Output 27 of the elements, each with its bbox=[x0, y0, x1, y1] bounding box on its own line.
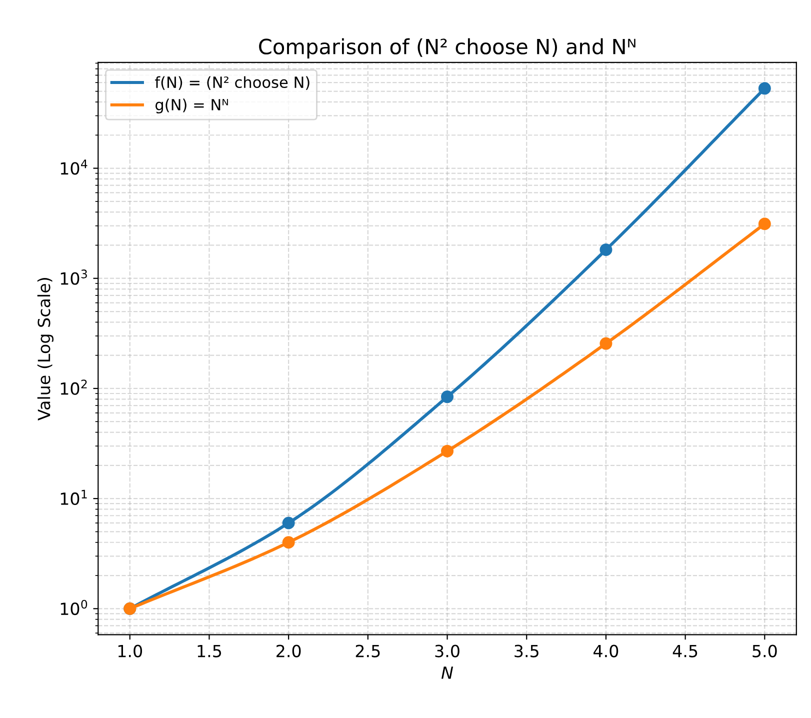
legend-label: f(N) = (N² choose N) bbox=[155, 76, 310, 90]
point bbox=[282, 536, 295, 549]
x-tick-label: 1.0 bbox=[118, 644, 142, 658]
chart-title: Comparison of (N² choose N) and Nᴺ bbox=[259, 38, 636, 58]
y-axis-title: Value (Log Scale) bbox=[37, 278, 54, 420]
y-tick-label: 10$^{0}$ bbox=[60, 600, 88, 616]
x-tick-label: 3.0 bbox=[435, 644, 460, 658]
point bbox=[600, 243, 612, 256]
point bbox=[282, 516, 295, 530]
point bbox=[758, 218, 771, 230]
y-tick-label: 10$^{3}$ bbox=[60, 270, 87, 285]
x-tick-label: 2.5 bbox=[356, 644, 380, 658]
x-tick-label: 5.0 bbox=[752, 644, 777, 658]
x-tick-label: 4.0 bbox=[594, 644, 618, 658]
x-axis-title: N bbox=[441, 666, 454, 679]
x-tick-label: 4.5 bbox=[672, 644, 698, 658]
legend-label: g(N) = Nᴺ bbox=[156, 98, 228, 114]
point bbox=[600, 337, 612, 350]
point bbox=[758, 82, 771, 95]
y-tick-label: 10$^{4}$ bbox=[60, 160, 88, 175]
x-tick-label: 3.5 bbox=[514, 644, 538, 658]
y-tick-label: 10$^{2}$ bbox=[60, 380, 87, 395]
point bbox=[441, 444, 454, 458]
x-tick-label: 2.0 bbox=[276, 644, 301, 658]
y-tick-label: 10$^{1}$ bbox=[60, 490, 87, 506]
point bbox=[441, 390, 454, 404]
x-tick-label: 1.5 bbox=[198, 644, 222, 658]
